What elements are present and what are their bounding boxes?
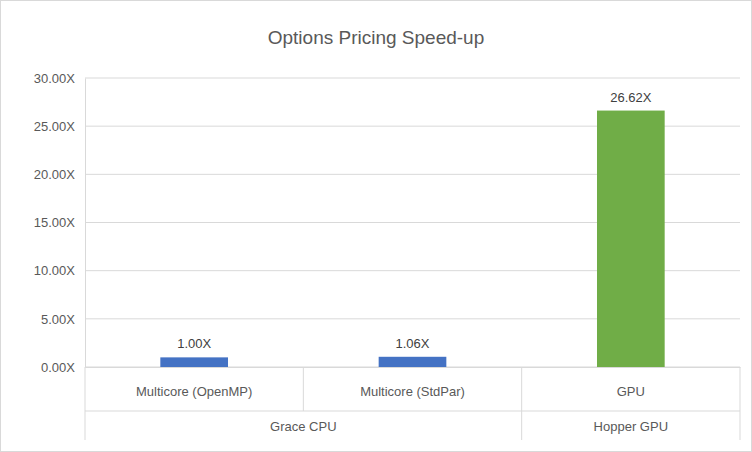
x-axis: Multicore (OpenMP) Multicore (StdPar) GPU [86, 367, 741, 399]
data-label: 1.06X [396, 336, 430, 351]
bar [379, 357, 447, 367]
chart: 0.00X 5.00X 10.00X 15.00X 20.00X 25.00X 30.00X… [0, 0, 752, 452]
y-tick-label: 30.00X [34, 71, 76, 86]
category-divider [521, 367, 522, 440]
y-tick: 25.00X [34, 119, 85, 134]
y-axis: 0.00X 5.00X 10.00X 15.00X 20.00X 25.00X 30.00X [34, 71, 86, 375]
grid [85, 78, 740, 367]
group-label: Grace CPU [270, 419, 336, 434]
chart-frame [1, 1, 752, 452]
y-tick-label: 15.00X [34, 215, 76, 230]
y-tick: 15.00X [34, 215, 85, 230]
category-divider [303, 367, 304, 411]
category-divider [85, 367, 86, 440]
data-label: 26.62X [610, 90, 652, 105]
x-tick-label: Multicore (OpenMP) [136, 384, 252, 399]
group-labels: Grace CPU Hopper GPU [270, 419, 668, 434]
x-tick: Multicore (OpenMP) [136, 367, 252, 399]
y-tick-label: 10.00X [34, 263, 76, 278]
title: Options Pricing Speed-up [268, 27, 485, 48]
group-label: Hopper GPU [594, 419, 668, 434]
category-dividers [85, 367, 740, 440]
y-tick-label: 5.00X [41, 311, 75, 326]
y-tick-label: 0.00X [41, 360, 75, 375]
data-labels: 1.00X 1.06X 26.62X [177, 90, 652, 352]
data-label: 1.00X [177, 336, 211, 351]
y-tick: 0.00X [41, 360, 85, 375]
category-divider [740, 367, 741, 440]
x-tick-label: GPU [617, 384, 645, 399]
y-tick-label: 20.00X [34, 167, 76, 182]
x-tick: Multicore (StdPar) [360, 367, 465, 399]
y-axis-line [85, 79, 86, 368]
x-tick-label: Multicore (StdPar) [360, 384, 465, 399]
y-tick: 5.00X [41, 311, 85, 326]
bars [160, 111, 664, 367]
x-axis-line [86, 367, 741, 368]
grid-line [85, 78, 740, 79]
y-tick: 10.00X [34, 263, 85, 278]
y-tick-label: 25.00X [34, 119, 76, 134]
bar [597, 111, 665, 367]
y-tick: 30.00X [34, 71, 85, 86]
y-tick: 20.00X [34, 167, 85, 182]
group-divider [85, 411, 740, 412]
x-tick: GPU [617, 367, 645, 399]
bar [160, 357, 228, 367]
